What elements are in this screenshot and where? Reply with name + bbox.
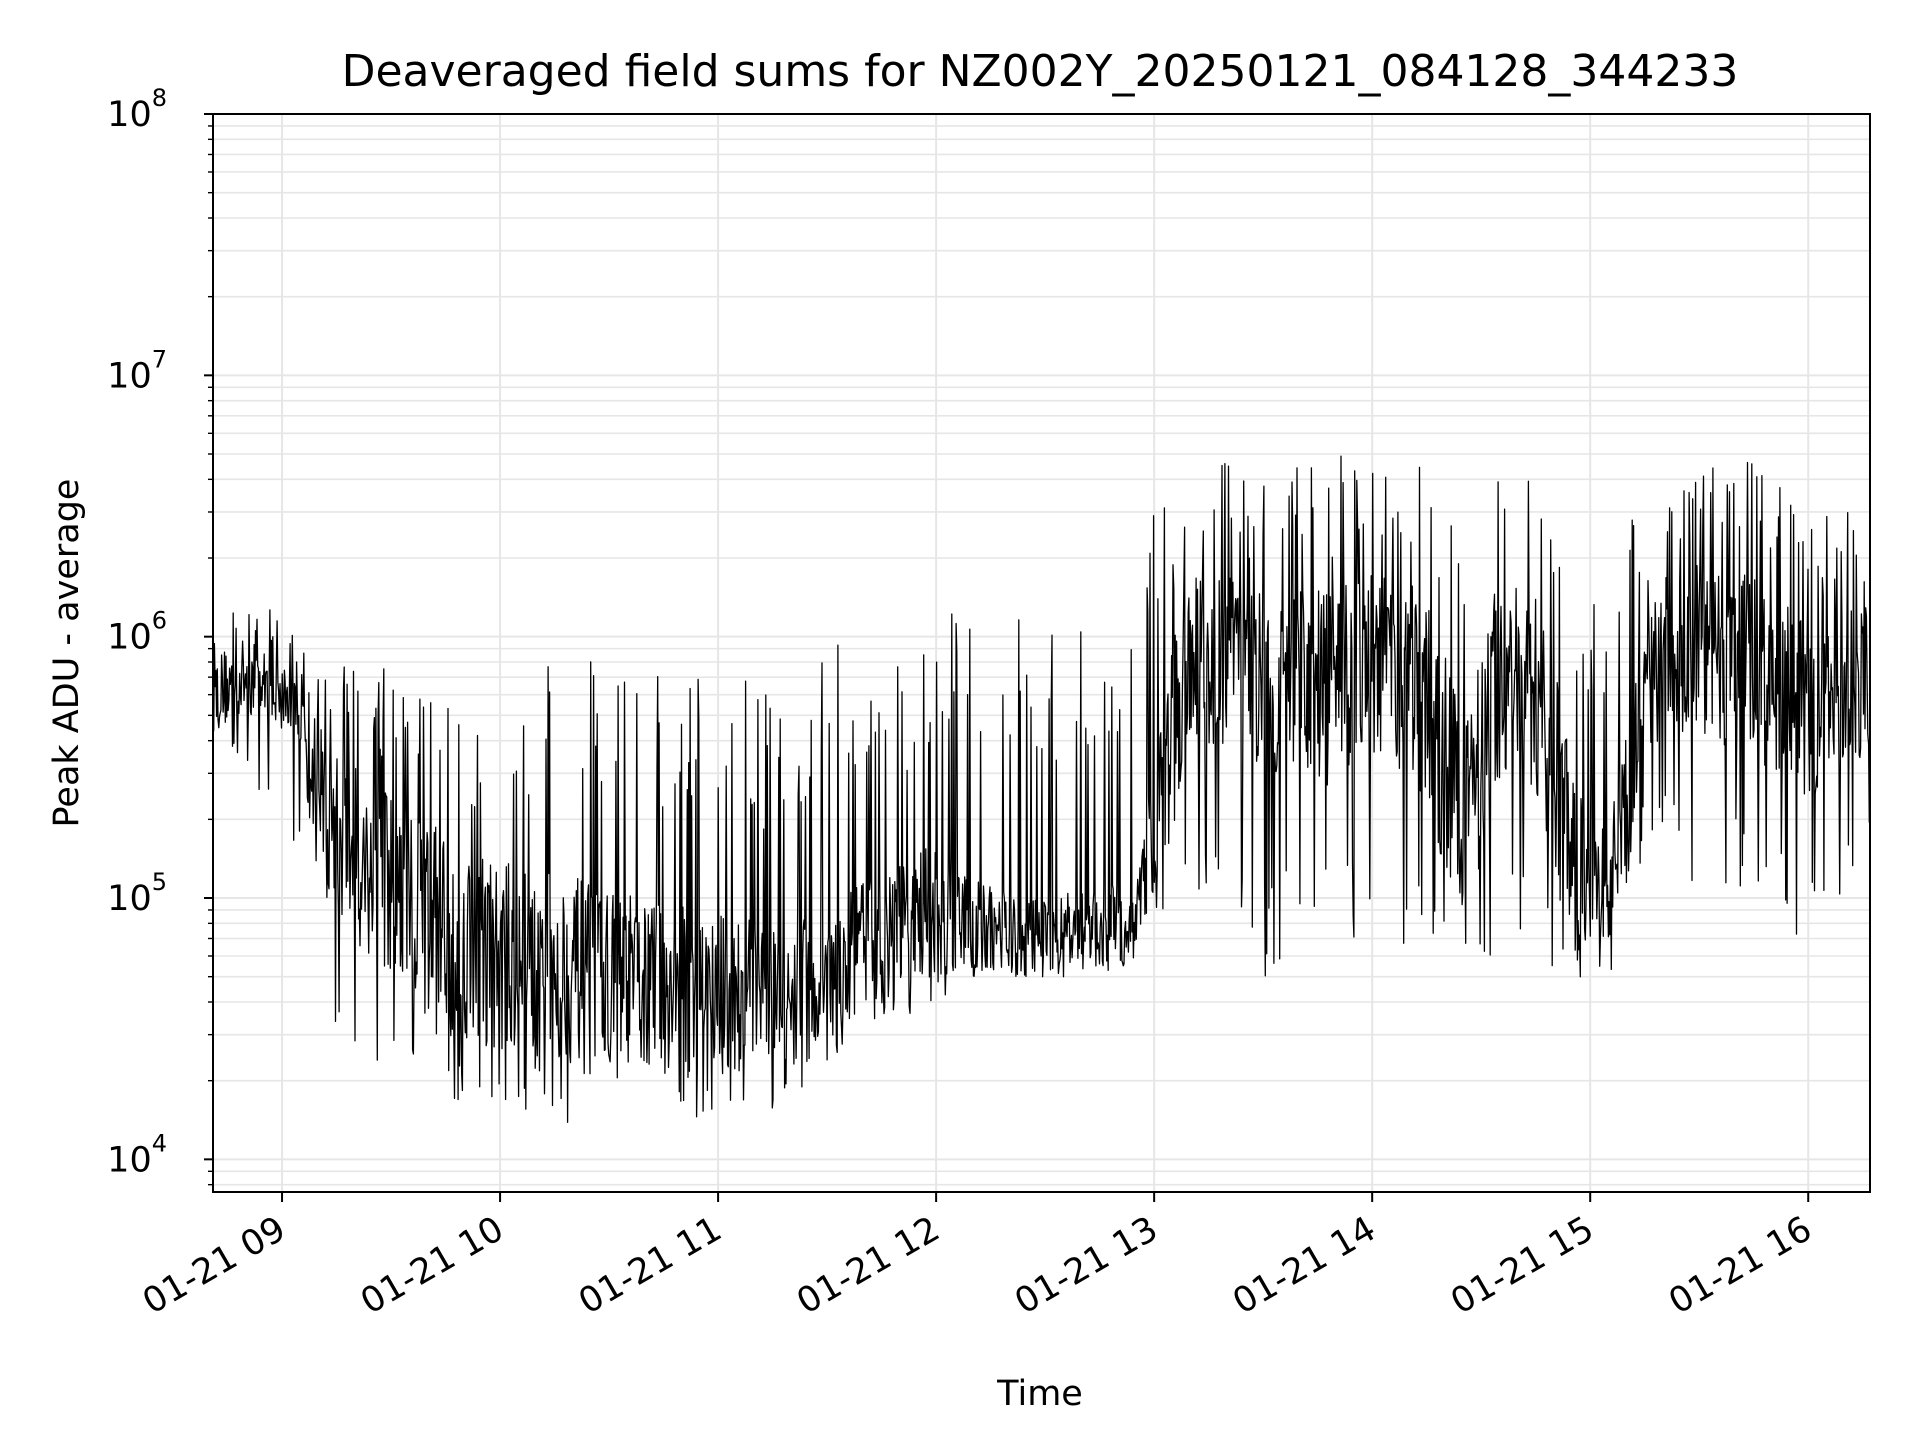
chart-title: Deaveraged field sums for NZ002Y_2025012… (342, 46, 1739, 97)
y-tick-label-exponent: 8 (152, 84, 167, 112)
series-line (212, 455, 1871, 1123)
y-axis-label: Peak ADU - average (47, 479, 87, 828)
y-tick-label-exponent: 4 (152, 1129, 167, 1157)
y-tick-label-exponent: 6 (152, 607, 167, 635)
y-tick-label-exponent: 7 (152, 345, 167, 373)
x-axis-label: Time (996, 1374, 1083, 1414)
series-line-group (212, 455, 1871, 1123)
plot-frame (212, 113, 1871, 1193)
y-tick-label-exponent: 5 (152, 868, 167, 896)
